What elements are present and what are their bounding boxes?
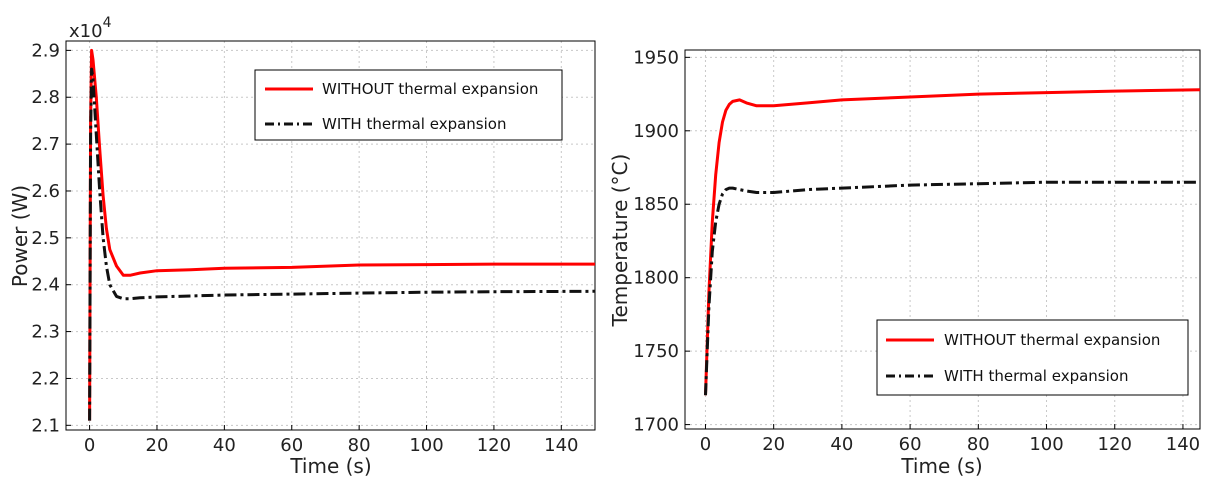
temperature-y-tick-label: 1700 [633, 415, 679, 436]
power-x-tick-label: 80 [348, 435, 371, 456]
temperature-y-tick-label: 1750 [633, 341, 679, 362]
power-series-line-with [88, 67, 596, 421]
temperature-y-tick-label: 1900 [633, 121, 679, 142]
temperature-legend-label-with: WITH thermal expansion [944, 367, 1128, 385]
temperature-y-axis-label: Temperature (°C) [608, 154, 632, 328]
power-y-tick-label: 2.9 [31, 40, 60, 61]
temperature-plot-frame [684, 49, 1201, 430]
temperature-x-tick-label: 20 [762, 434, 785, 455]
temperature-legend-label-without: WITHOUT thermal expansion [944, 331, 1160, 349]
power-y-multiplier: x104 [69, 15, 112, 42]
temperature-x-tick-label: 0 [700, 434, 711, 455]
temperature-chart: 0 20 40 60 80 100 120 140 1700 1750 1800 1850 1900 19… [608, 47, 1201, 478]
power-legend-label-without: WITHOUT thermal expansion [322, 80, 538, 98]
temperature-legend-box [876, 319, 1189, 396]
power-chart: 0 20 40 60 80 100 120 140 2.1 2.2 2.3 2.4 2.5 2.6 2.7 2… [8, 15, 596, 478]
power-legend-box [254, 69, 563, 141]
power-series-line-without [88, 48, 595, 421]
power-x-tick-label: 40 [213, 435, 236, 456]
temperature-x-tick-label: 60 [899, 434, 922, 455]
temperature-x-tick-label: 120 [1098, 434, 1132, 455]
power-x-tick-label: 0 [84, 435, 95, 456]
temperature-series-line-with [704, 180, 1200, 396]
temperature-x-axis-label: Time (s) [900, 454, 982, 478]
power-y-tick-label: 2.1 [31, 415, 60, 436]
power-x-axis-label: Time (s) [289, 454, 371, 478]
power-y-multiplier-exponent: 4 [103, 15, 112, 31]
temperature-x-tick-label: 40 [830, 434, 853, 455]
power-y-axis-label: Power (W) [8, 185, 32, 287]
temperature-x-tick-label: 80 [967, 434, 990, 455]
power-y-tick-label: 2.5 [31, 228, 60, 249]
power-y-tick-label: 2.8 [31, 87, 60, 108]
temperature-y-tick-label: 1850 [633, 194, 679, 215]
power-y-multiplier-base: x10 [69, 21, 103, 42]
power-y-tick-label: 2.6 [31, 181, 60, 202]
power-x-tick-label: 20 [146, 435, 169, 456]
power-y-tick-label: 2.3 [31, 322, 60, 343]
power-y-tick-label: 2.2 [31, 368, 60, 389]
power-x-tick-label: 100 [409, 435, 443, 456]
temperature-series-line-without [704, 88, 1201, 396]
power-y-tick-label: 2.7 [31, 134, 60, 155]
power-plot-frame [65, 40, 596, 431]
power-y-tick-label: 2.4 [31, 275, 60, 296]
temperature-y-tick-label: 1800 [633, 268, 679, 289]
temperature-y-tick-label: 1950 [633, 47, 679, 68]
temperature-legend: WITHOUT thermal expansion WITH thermal e… [876, 319, 1189, 396]
temperature-x-tick-label: 100 [1029, 434, 1063, 455]
temperature-x-tick-label: 140 [1166, 434, 1200, 455]
power-x-tick-label: 140 [544, 435, 578, 456]
power-legend-label-with: WITH thermal expansion [322, 115, 506, 133]
power-x-tick-label: 120 [477, 435, 511, 456]
power-legend: WITHOUT thermal expansion WITH thermal e… [254, 69, 563, 141]
power-x-tick-label: 60 [280, 435, 303, 456]
